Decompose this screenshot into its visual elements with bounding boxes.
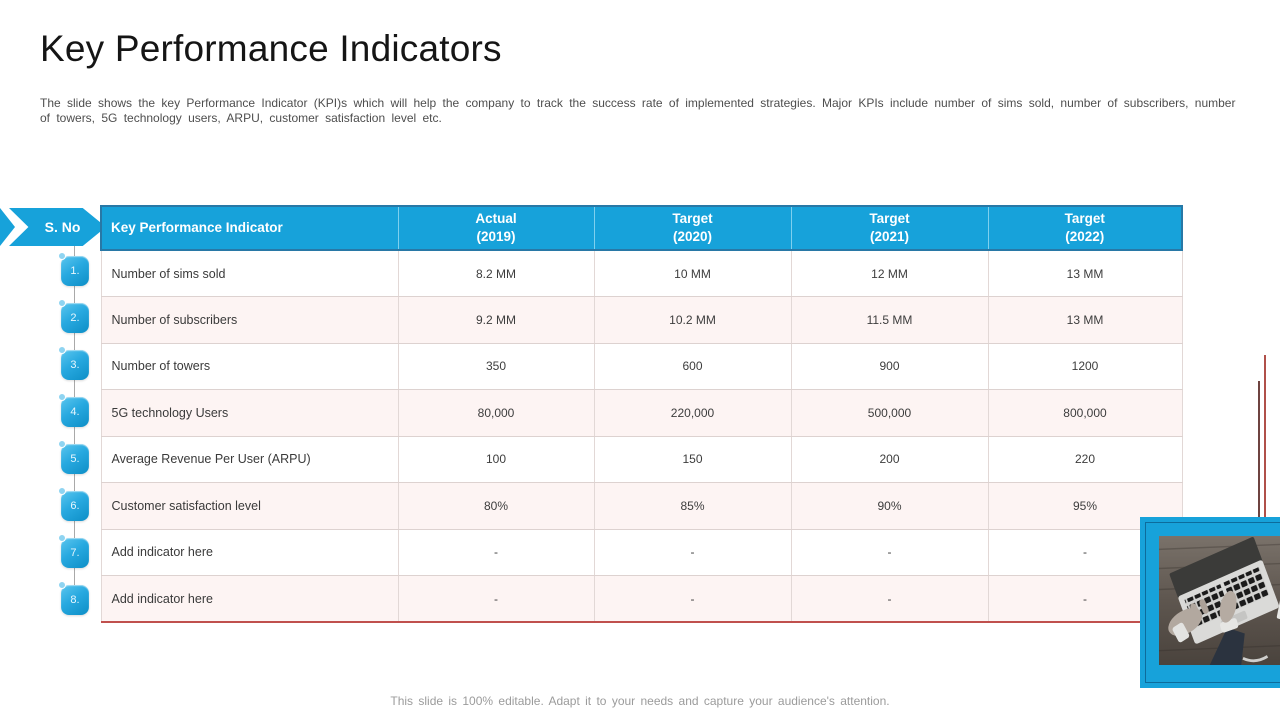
- badge-label: 5.: [70, 453, 80, 465]
- value-cell: 600: [593, 343, 791, 390]
- row-number-badge: 4.: [58, 393, 89, 427]
- value-cell: 150: [593, 436, 791, 483]
- value-cell: 85%: [593, 482, 791, 530]
- row-number-badge: 7.: [58, 534, 89, 568]
- kpi-name-cell: Number of towers: [100, 343, 398, 390]
- value-cell: 1200: [987, 343, 1183, 390]
- photo-frame: [1140, 517, 1280, 688]
- value-cell: 9.2 MM: [397, 296, 594, 344]
- photo-frame-inner-border: [1145, 522, 1280, 683]
- kpi-name-cell: Add indicator here: [100, 575, 398, 623]
- value-cell: 10 MM: [593, 250, 791, 297]
- value-cell: 350: [397, 343, 594, 390]
- table-row: Add indicator here - - - -: [100, 575, 1183, 623]
- value-cell: -: [593, 529, 791, 576]
- table-row: Number of towers 350 600 900 1200: [100, 343, 1183, 390]
- kpi-name-cell: Number of subscribers: [100, 296, 398, 344]
- chevron-tail-icon: [0, 208, 15, 246]
- value-cell: 8.2 MM: [397, 250, 594, 297]
- table-row: Add indicator here - - - -: [100, 529, 1183, 576]
- value-cell: 220,000: [593, 389, 791, 437]
- kpi-table: Key Performance Indicator Actual (2019) T…: [100, 205, 1183, 623]
- year-column-header: Target (2020): [593, 206, 791, 250]
- row-number-badge: 3.: [58, 346, 89, 380]
- laptop-typing-photo: [1159, 536, 1280, 665]
- value-cell: 11.5 MM: [790, 296, 988, 344]
- value-cell: 100: [397, 436, 594, 483]
- year-column-header: Target (2021): [790, 206, 988, 250]
- value-cell: -: [790, 529, 988, 576]
- value-cell: -: [397, 529, 594, 576]
- kpi-name-cell: Add indicator here: [100, 529, 398, 576]
- badge-label: 7.: [70, 547, 80, 559]
- table-row: Average Revenue Per User (ARPU) 100 150 …: [100, 436, 1183, 483]
- badge-label: 1.: [70, 265, 80, 277]
- table-row: Customer satisfaction level 80% 85% 90% …: [100, 482, 1183, 530]
- row-number-badge: 2.: [58, 299, 89, 333]
- kpi-name-cell: Number of sims sold: [100, 250, 398, 297]
- accent-vertical-line: [1258, 381, 1260, 518]
- badge-label: 8.: [70, 594, 80, 606]
- value-cell: 12 MM: [790, 250, 988, 297]
- kpi-name-cell: Customer satisfaction level: [100, 482, 398, 530]
- row-number-badge: 8.: [58, 581, 89, 615]
- kpi-name-cell: 5G technology Users: [100, 389, 398, 437]
- table-header-row: Key Performance Indicator Actual (2019) T…: [101, 206, 1182, 250]
- badge-label: 6.: [70, 500, 80, 512]
- value-cell: 13 MM: [987, 296, 1183, 344]
- row-number-badge: 6.: [58, 487, 89, 521]
- badge-label: 3.: [70, 359, 80, 371]
- table-row: Number of sims sold 8.2 MM 10 MM 12 MM 1…: [100, 250, 1183, 297]
- sno-label: S. No: [44, 219, 81, 235]
- value-cell: 90%: [790, 482, 988, 530]
- year-column-header: Actual (2019): [397, 206, 594, 250]
- value-cell: 900: [790, 343, 988, 390]
- value-cell: 220: [987, 436, 1183, 483]
- value-cell: 800,000: [987, 389, 1183, 437]
- value-cell: 13 MM: [987, 250, 1183, 297]
- kpi-column-header: Key Performance Indicator: [101, 206, 398, 250]
- badge-label: 4.: [70, 406, 80, 418]
- footer-note: This slide is 100% editable. Adapt it to…: [390, 694, 890, 708]
- table-row: 5G technology Users 80,000 220,000 500,0…: [100, 389, 1183, 437]
- year-column-header: Target (2022): [987, 206, 1182, 250]
- value-cell: 10.2 MM: [593, 296, 791, 344]
- kpi-name-cell: Average Revenue Per User (ARPU): [100, 436, 398, 483]
- value-cell: -: [790, 575, 988, 623]
- badge-label: 2.: [70, 312, 80, 324]
- page-title: Key Performance Indicators: [40, 28, 502, 69]
- row-number-badge: 1.: [58, 252, 89, 286]
- accent-vertical-line: [1264, 355, 1266, 518]
- value-cell: 200: [790, 436, 988, 483]
- value-cell: -: [397, 575, 594, 623]
- row-number-badge: 5.: [58, 440, 89, 474]
- table-row: Number of subscribers 9.2 MM 10.2 MM 11.…: [100, 296, 1183, 344]
- slide-description: The slide shows the key Performance Indi…: [40, 96, 1236, 125]
- value-cell: 80,000: [397, 389, 594, 437]
- value-cell: -: [593, 575, 791, 623]
- sno-header-chevron: S. No: [9, 208, 106, 246]
- value-cell: 500,000: [790, 389, 988, 437]
- value-cell: 80%: [397, 482, 594, 530]
